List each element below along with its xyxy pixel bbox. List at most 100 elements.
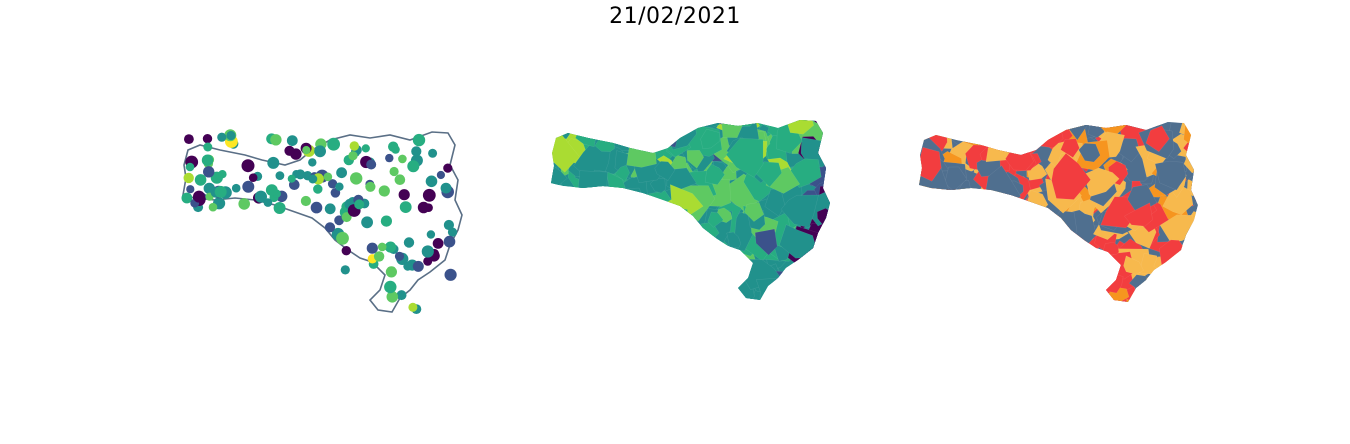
municipality-polygon [1030,292,1044,302]
municipality-polygon [1037,215,1063,243]
municipality-polygon [975,224,995,244]
municipality-polygon [704,120,720,128]
municipality-polygon [692,120,709,129]
municipality-polygon [1016,139,1031,153]
municipality-point [348,151,358,161]
municipality-polygon [957,123,972,141]
municipality-polygon [1162,183,1194,215]
municipality-polygon [1023,228,1061,264]
municipality-point [394,251,405,261]
municipality-polygon [718,120,737,125]
municipality-polygon [1069,245,1108,284]
municipality-polygon [682,287,702,300]
municipality-point [403,261,413,271]
municipality-polygon [1005,226,1027,251]
municipality-polygon [1007,269,1036,294]
municipality-point [334,215,344,226]
municipality-polygon [693,287,724,300]
municipality-polygon [1009,137,1027,154]
municipality-polygon [551,211,562,237]
municipality-polygon [919,193,941,209]
municipality-polygon [992,244,1025,272]
municipality-polygon [919,215,945,245]
municipality-polygon [556,239,591,269]
municipality-polygon [553,203,569,220]
municipality-polygon [663,220,680,241]
municipality-polygon [551,234,565,261]
municipality-point [394,174,406,185]
municipality-polygon [973,280,1007,302]
municipality-polygon [551,243,575,270]
municipality-point [378,185,390,197]
municipality-polygon [700,128,721,150]
municipality-point [443,219,454,231]
municipality-polygon [1048,257,1078,293]
municipality-polygon [965,122,1001,137]
municipality-point [300,195,311,207]
map-panel-points [181,129,463,314]
municipality-point [385,153,394,163]
municipality-polygon [990,215,1023,251]
municipality-polygon [1060,244,1091,265]
municipality-polygon [726,231,742,249]
municipality-point [428,148,438,158]
municipality-polygon [705,120,735,126]
municipality-polygon [630,228,664,264]
municipality-polygon [928,122,968,134]
municipality-polygon [1040,280,1076,302]
municipality-polygon [991,224,1007,240]
municipality-polygon [627,237,661,271]
municipality-polygon [1167,254,1198,289]
municipality-point [341,246,351,256]
municipality-point [373,251,385,262]
municipality-polygon [993,216,1021,239]
municipality-polygon [605,256,637,293]
municipality-polygon [1051,152,1091,200]
municipality-polygon [686,149,705,169]
municipality-polygon [962,204,981,225]
municipality-polygon [551,286,568,300]
municipality-point [203,142,213,152]
municipality-polygon [1045,122,1070,131]
municipality-polygon [947,190,969,218]
municipality-polygon [1045,299,1057,302]
municipality-polygon [617,120,645,141]
municipality-point [287,174,296,183]
municipality-point [193,190,205,203]
municipality-polygon [924,274,950,302]
municipality-polygon [927,271,951,297]
municipality-point [403,237,415,248]
municipality-point [422,188,436,202]
municipality-polygon [581,120,623,139]
municipality-point [241,159,255,173]
municipality-polygon [754,228,778,256]
municipality-point [398,189,410,201]
municipality-polygon [1021,277,1046,301]
municipality-polygon [952,258,967,277]
municipality-polygon [624,228,649,252]
municipality-polygon [632,235,671,273]
municipality-point [194,174,207,186]
municipality-polygon [931,202,950,217]
municipality-polygon [1145,125,1170,153]
municipality-polygon [659,229,697,262]
municipality-polygon [979,289,1015,302]
municipality-polygon [977,260,1001,283]
municipality-polygon [551,291,584,300]
map-panel-choropleth-viridis [551,120,830,300]
municipality-point [340,265,350,275]
municipality-point [275,171,285,181]
municipality-polygon [921,244,943,260]
municipality-polygon [578,251,598,270]
municipality-polygon [978,241,995,258]
municipality-polygon [617,230,647,254]
municipality-polygon [1026,122,1045,132]
municipality-polygon [972,122,1007,138]
municipality-point [444,268,457,281]
municipality-point [184,134,194,145]
municipality-polygon [560,229,601,272]
municipality-polygon [551,211,563,240]
municipality-polygon [672,206,688,224]
municipality-polygon [625,245,657,286]
